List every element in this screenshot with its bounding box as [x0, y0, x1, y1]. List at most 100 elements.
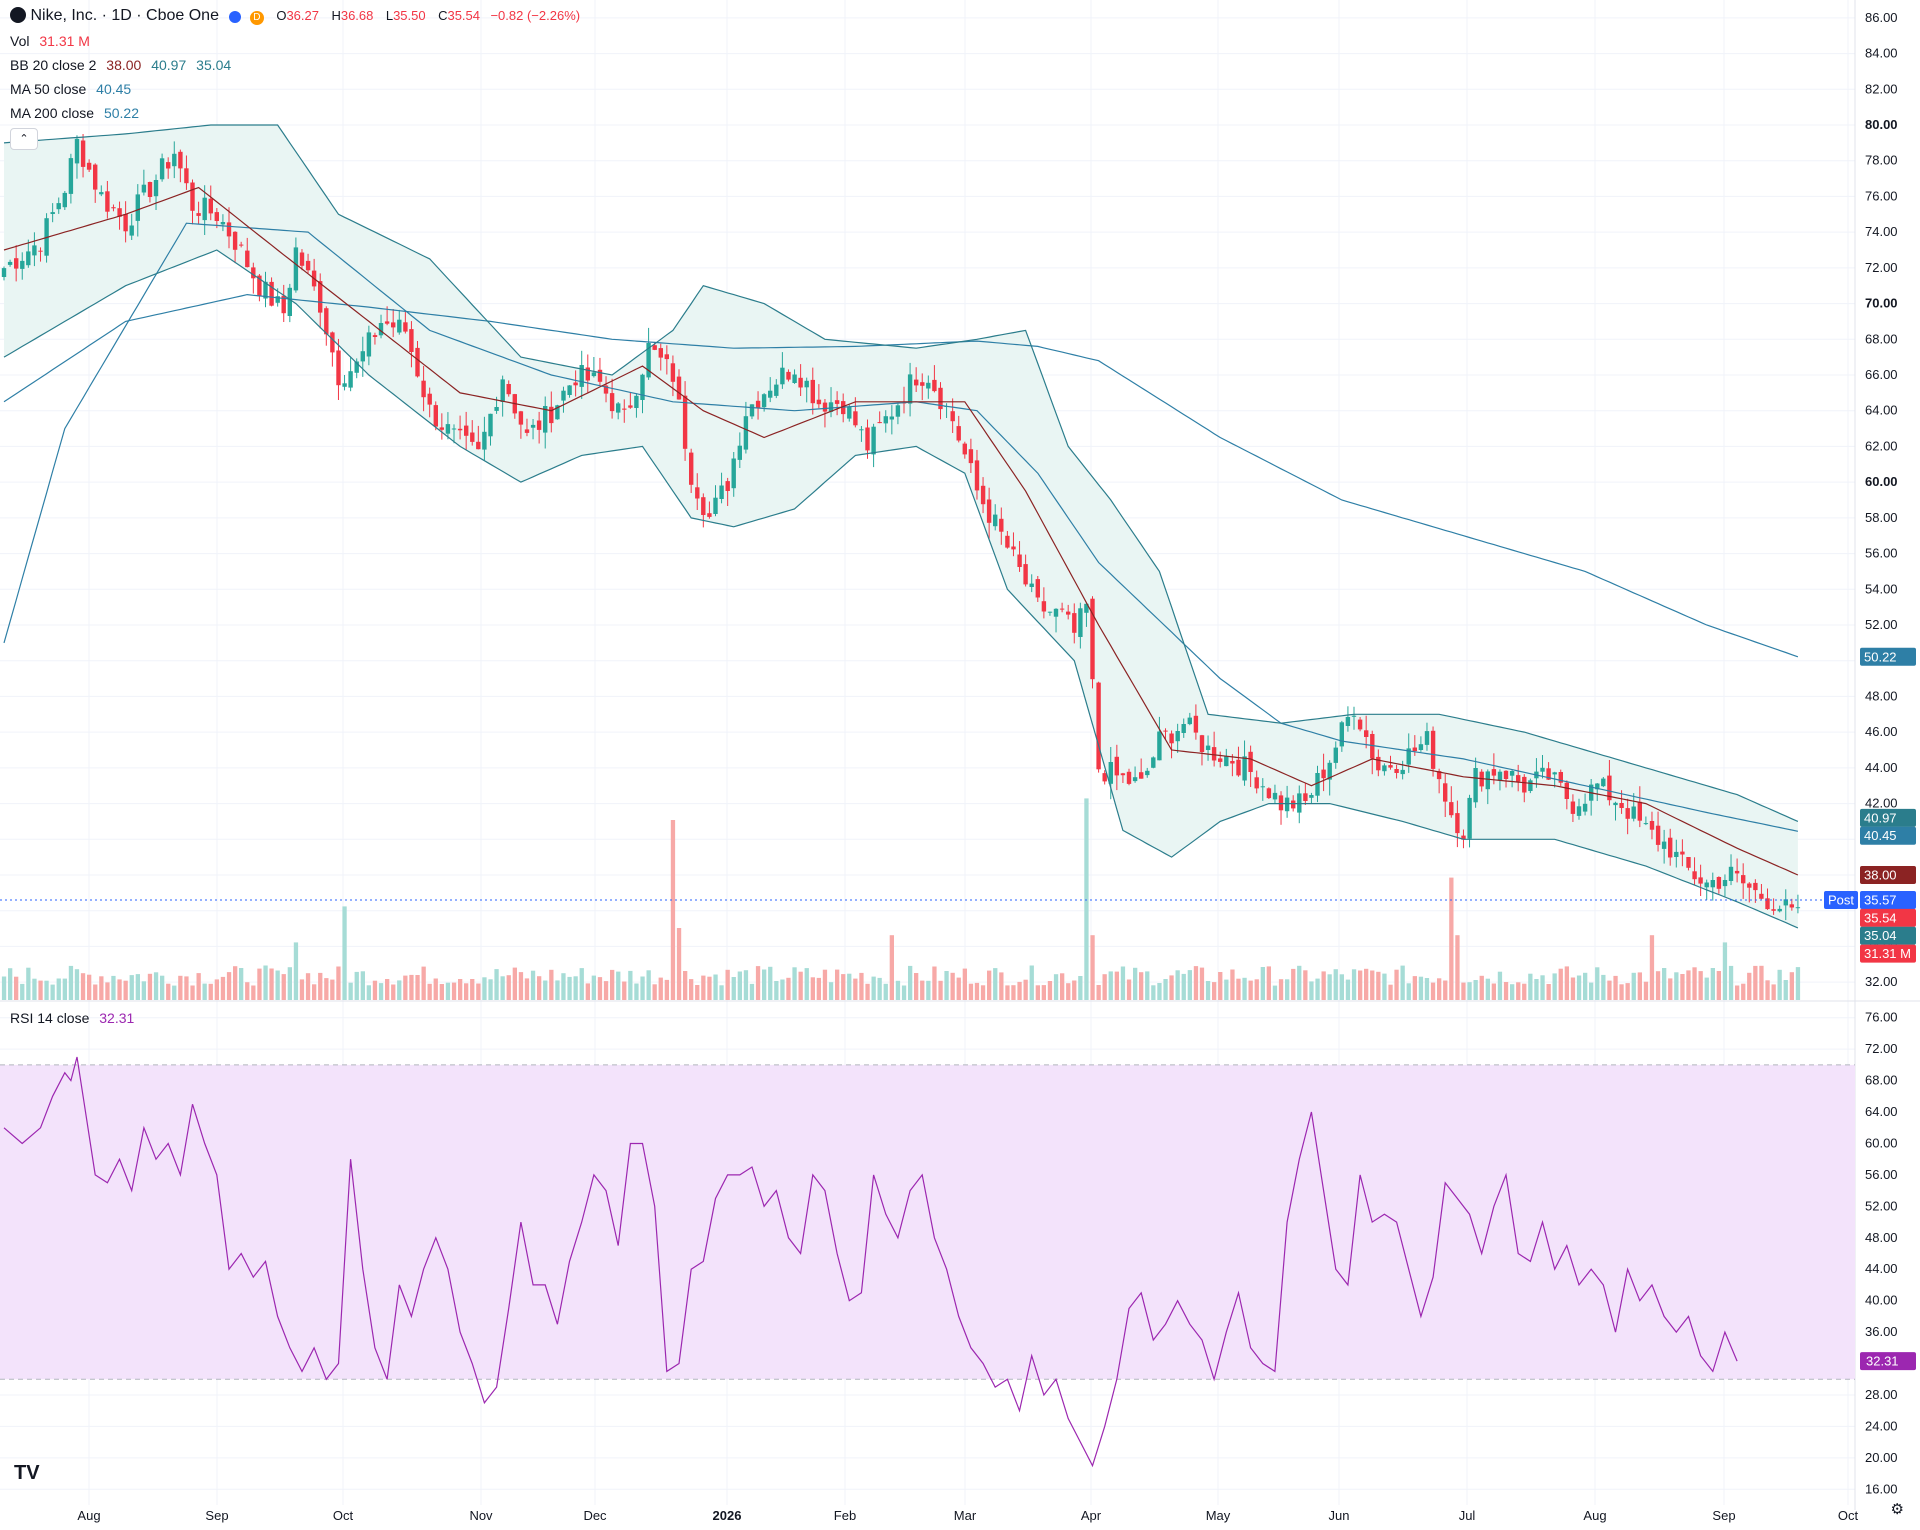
candle-body	[1692, 871, 1697, 880]
candle-body	[275, 296, 280, 303]
candle-body	[518, 411, 524, 425]
candle-body	[38, 250, 43, 252]
volume-bar	[281, 974, 286, 1000]
candle-body	[1145, 770, 1150, 776]
candle-body	[524, 429, 530, 433]
volume-bar	[1430, 982, 1436, 1000]
volume-bar	[731, 977, 736, 1000]
badge-d[interactable]: D	[249, 11, 264, 25]
rsi-badge	[1860, 1352, 1916, 1371]
candle-body	[190, 182, 195, 211]
candle-body	[172, 153, 177, 167]
volume-bar	[993, 968, 998, 1000]
rsi-value: 32.31	[99, 1010, 135, 1026]
volume-bar	[1710, 968, 1715, 1000]
volume-bar	[1589, 982, 1594, 1000]
candle-body	[336, 350, 341, 386]
volume-bar	[1108, 971, 1113, 1000]
candle-body	[281, 295, 286, 314]
candle-body	[1, 268, 7, 277]
volume-bar	[1187, 970, 1192, 1000]
candle-body	[1753, 882, 1758, 891]
candle-body	[1376, 756, 1381, 771]
volume-bar	[1321, 971, 1326, 1000]
data-source-icon[interactable]	[229, 11, 242, 23]
price-tick-label: 58.00	[1865, 510, 1898, 525]
volume-bar	[1783, 980, 1788, 1000]
volume-bar	[944, 971, 949, 1000]
price-tick-label: 44.00	[1865, 760, 1898, 775]
candle-body	[476, 441, 481, 450]
volume-bar	[1260, 967, 1265, 1000]
volume-bar	[713, 974, 718, 1000]
time-tick-label: 2026	[713, 1508, 742, 1523]
volume-bar	[853, 978, 858, 1000]
candle-body	[1321, 769, 1326, 779]
volume-bar	[640, 976, 645, 1000]
volume-bar	[597, 977, 603, 1000]
bb-legend[interactable]: BB 20 close 2 38.00 40.97 35.04	[10, 56, 231, 74]
volume-bar	[1765, 980, 1770, 1000]
volume-bar	[938, 980, 943, 1000]
candle-body	[397, 319, 402, 333]
candle-body	[567, 385, 572, 395]
bollinger-band-fill	[4, 125, 1798, 928]
price-tick-label: 52.00	[1865, 617, 1898, 632]
gear-icon[interactable]: ⚙	[1890, 1501, 1904, 1518]
volume-bar	[482, 977, 487, 1000]
candle-body	[743, 416, 749, 450]
time-tick-label: Sep	[205, 1508, 228, 1523]
candle-body	[597, 369, 603, 382]
candle-body	[457, 428, 463, 431]
rsi-line	[3, 1056, 1738, 1468]
volume-bar	[312, 984, 317, 1000]
price-badge	[1860, 808, 1916, 827]
price-tick-label: 76.00	[1865, 188, 1898, 203]
volume-bar	[743, 970, 749, 1000]
volume-bar	[470, 979, 475, 1000]
candle-body	[1114, 756, 1119, 776]
volume-bar	[1406, 983, 1411, 1000]
ma50-line	[3, 222, 1799, 832]
candle-body	[1266, 788, 1272, 799]
volume-bar	[1570, 977, 1576, 1000]
vol-legend[interactable]: Vol 31.31 M	[10, 32, 90, 50]
candle-body	[1528, 780, 1533, 791]
price-tick-label: 84.00	[1865, 46, 1898, 61]
candle-body	[646, 343, 651, 378]
volume-bar	[299, 979, 305, 1000]
ma200-legend[interactable]: MA 200 close 50.22	[10, 104, 139, 122]
bb-lower-line	[3, 249, 1799, 929]
candle-body	[1218, 758, 1223, 762]
tradingview-logo-icon[interactable]: TV	[14, 1462, 40, 1484]
rsi-legend[interactable]: RSI 14 close 32.31	[10, 1010, 134, 1026]
candle-body	[196, 213, 201, 216]
symbol-title[interactable]: Nike, Inc. · 1D · Cboe One	[30, 7, 219, 24]
candle-body	[1643, 823, 1649, 825]
candle-body	[536, 420, 542, 430]
candle-body	[1558, 772, 1563, 783]
chevron-up-icon[interactable]: ⌃	[10, 128, 38, 150]
volume-bar	[1133, 967, 1138, 1000]
volume-bar	[1637, 972, 1642, 1000]
candle-body	[208, 198, 213, 214]
volume-bar	[1370, 970, 1375, 1000]
candle-body	[774, 384, 779, 396]
candle-body	[74, 138, 80, 164]
volume-bar	[305, 973, 311, 1000]
volume-bar	[895, 980, 901, 1000]
candle-body	[719, 485, 724, 499]
volume-bar	[1345, 979, 1351, 1000]
ma50-legend[interactable]: MA 50 close 40.45	[10, 80, 131, 98]
volume-bar	[44, 980, 49, 1000]
volume-bar	[1145, 971, 1150, 1000]
candle-body	[816, 399, 822, 405]
candle-body	[1655, 825, 1661, 845]
volume-bar	[1035, 985, 1040, 1000]
candle-body	[676, 376, 682, 400]
candle-body	[798, 377, 803, 388]
candle-body	[956, 426, 961, 441]
volume-bar	[1479, 975, 1484, 1000]
candle-body	[1072, 613, 1077, 633]
